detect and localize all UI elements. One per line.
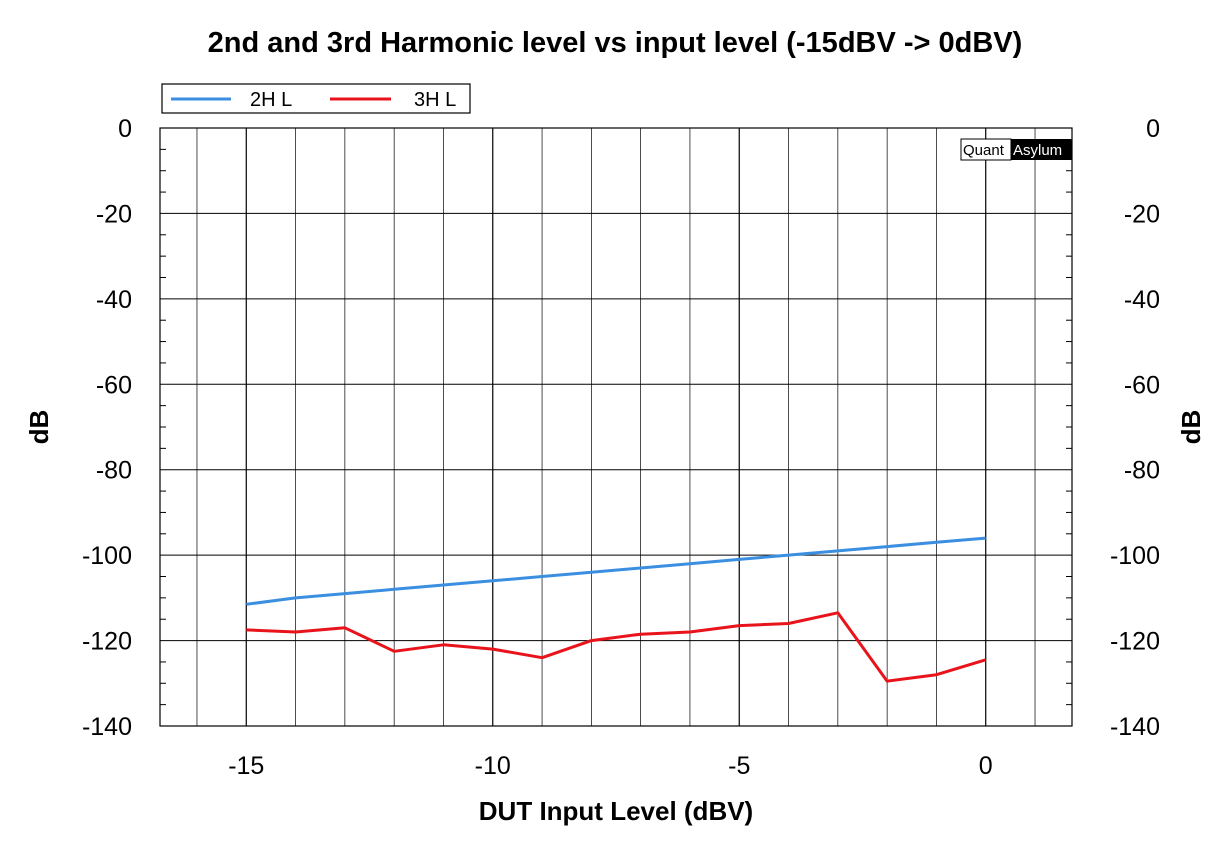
x-tick-label: -10 <box>475 752 511 780</box>
y-tick-label-left: -60 <box>96 371 132 399</box>
legend: 2H L 3H L <box>161 83 471 114</box>
watermark-text-part1: Quant <box>963 142 1005 159</box>
minor-ticks <box>160 148 1072 706</box>
x-tick-label: -5 <box>728 752 750 780</box>
legend-label-3h: 3H L <box>414 89 456 111</box>
x-tick-labels: -15 -10 -5 0 <box>228 752 992 780</box>
y-tick-label-right: -80 <box>1124 457 1160 485</box>
series-lines <box>246 536 987 683</box>
series-line-3h-l <box>246 611 987 683</box>
y-tick-label-left: -100 <box>82 542 132 570</box>
y-tick-label-right: -40 <box>1124 286 1160 314</box>
plot-frame <box>159 127 1073 727</box>
y-tick-label-left: -80 <box>96 457 132 485</box>
y-tick-label-right: 0 <box>1146 115 1160 143</box>
y-tick-label-right: -20 <box>1124 200 1160 228</box>
y-tick-labels-left: 0 -20 -40 -60 -80 -100 -120 -140 <box>82 115 132 741</box>
y-tick-label-left: -40 <box>96 286 132 314</box>
y-tick-labels-right: 0 -20 -40 -60 -80 -100 -120 -140 <box>1110 115 1160 741</box>
y-tick-label-right: -120 <box>1110 628 1160 656</box>
x-axis-label: DUT Input Level (dBV) <box>479 796 753 826</box>
plot-grid <box>160 127 1072 727</box>
x-tick-label: 0 <box>979 752 993 780</box>
watermark-text-part2: Asylum <box>1013 142 1062 159</box>
series-line-2h-l <box>246 536 986 606</box>
x-tick-label: -15 <box>228 752 264 780</box>
y-tick-label-left: 0 <box>118 115 132 143</box>
legend-label-2h: 2H L <box>250 89 292 111</box>
y-tick-label-right: -140 <box>1110 713 1160 741</box>
y-tick-label-left: -140 <box>82 713 132 741</box>
y-tick-label-right: -60 <box>1124 371 1160 399</box>
y-axis-label-left: dB <box>24 410 54 445</box>
y-axis-label-right: dB <box>1176 410 1206 445</box>
watermark-box-right <box>1011 139 1072 160</box>
y-tick-label-right: -100 <box>1110 542 1160 570</box>
watermark: Quant Asylum <box>960 138 1072 161</box>
chart-title: 2nd and 3rd Harmonic level vs input leve… <box>208 27 1023 59</box>
y-tick-label-left: -20 <box>96 200 132 228</box>
y-tick-label-left: -120 <box>82 628 132 656</box>
